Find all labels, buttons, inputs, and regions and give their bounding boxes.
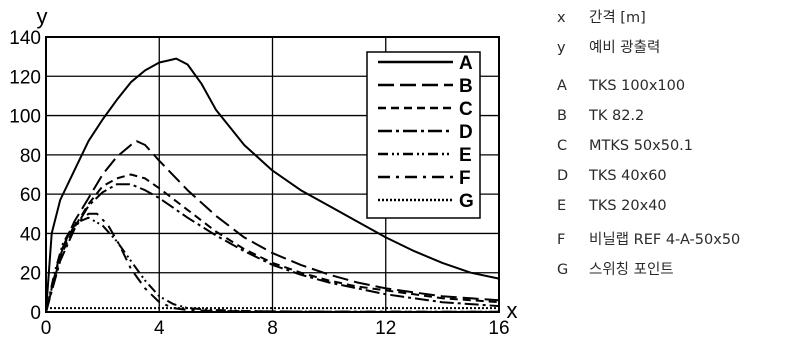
legend-label-f: F bbox=[459, 168, 471, 189]
tick-labels: 0 4 8 12 16 0 20 40 60 80 100 120 140 bbox=[9, 28, 509, 339]
legend-label-g: G bbox=[459, 191, 474, 212]
y-tick-label: 60 bbox=[20, 185, 41, 206]
x-tick-label: 0 bbox=[41, 318, 52, 339]
series-line-b bbox=[45, 140, 500, 313]
side-legend-key: A bbox=[557, 78, 567, 94]
y-tick-label: 80 bbox=[20, 146, 41, 167]
side-legend-label: 예비 광출력 bbox=[589, 40, 661, 56]
plot-frame bbox=[45, 36, 500, 313]
y-tick-label: 40 bbox=[20, 224, 41, 245]
side-legend-row-d: D TKS 40x60 bbox=[557, 168, 667, 184]
side-legend-label: 비닐랩 REF 4-A-50x50 bbox=[589, 232, 741, 248]
side-legend-key: E bbox=[557, 198, 567, 214]
y-tick-label: 20 bbox=[20, 264, 41, 285]
side-legend-row-b: B TK 82.2 bbox=[557, 108, 644, 124]
series-line-e bbox=[45, 216, 499, 313]
side-legend-row-a: A TKS 100x100 bbox=[557, 78, 685, 94]
side-legend-key: y bbox=[557, 40, 566, 56]
x-tick-label: 8 bbox=[267, 318, 278, 339]
side-legend-key: B bbox=[557, 108, 567, 124]
x-axis-label: x bbox=[507, 298, 518, 323]
side-legend-key: F bbox=[557, 232, 566, 248]
legend-label-d: D bbox=[459, 122, 473, 143]
side-legend-label: TKS 100x100 bbox=[589, 78, 686, 94]
side-legend-row-e: E TKS 20x40 bbox=[557, 198, 667, 214]
side-legend-key: D bbox=[557, 168, 569, 184]
side-legend-row-f: F 비닐랩 REF 4-A-50x50 bbox=[557, 228, 740, 249]
series-line-c bbox=[45, 173, 500, 313]
side-legend-row-c: C MTKS 50x50.1 bbox=[557, 138, 693, 154]
series-line-a bbox=[45, 57, 500, 313]
side-legend: x 간격 [m] y 예비 광출력 A TKS 100x100 B TK 82.2 C M… bbox=[557, 0, 787, 349]
legend-label-a: A bbox=[459, 53, 473, 74]
side-legend-label: TK 82.2 bbox=[589, 108, 645, 124]
side-legend-row-g: G 스위칭 포인트 bbox=[557, 258, 674, 279]
y-tick-label: 0 bbox=[30, 303, 41, 324]
legend-label-c: C bbox=[459, 99, 473, 120]
y-tick-label: 120 bbox=[9, 67, 41, 88]
x-tick-label: 4 bbox=[154, 318, 165, 339]
series-lines bbox=[45, 57, 500, 313]
y-axis-label: y bbox=[37, 4, 48, 29]
side-legend-label: MTKS 50x50.1 bbox=[589, 138, 694, 154]
x-tick-label: 12 bbox=[375, 318, 396, 339]
side-legend-label: 간격 [m] bbox=[589, 10, 646, 26]
side-legend-label: TKS 20x40 bbox=[589, 198, 667, 214]
legend-label-e: E bbox=[459, 145, 472, 166]
side-legend-key: C bbox=[557, 138, 568, 154]
side-legend-key: x bbox=[557, 10, 566, 26]
x-tick-label: 16 bbox=[488, 318, 509, 339]
legend-label-b: B bbox=[459, 76, 473, 97]
side-legend-label: TKS 40x60 bbox=[589, 168, 667, 184]
side-legend-row-y: y 예비 광출력 bbox=[557, 36, 660, 57]
side-legend-key: G bbox=[557, 262, 569, 278]
y-tick-label: 100 bbox=[9, 107, 41, 128]
y-tick-label: 140 bbox=[9, 28, 41, 49]
side-legend-row-x: x 간격 [m] bbox=[557, 6, 646, 27]
side-legend-label: 스위칭 포인트 bbox=[589, 262, 674, 278]
